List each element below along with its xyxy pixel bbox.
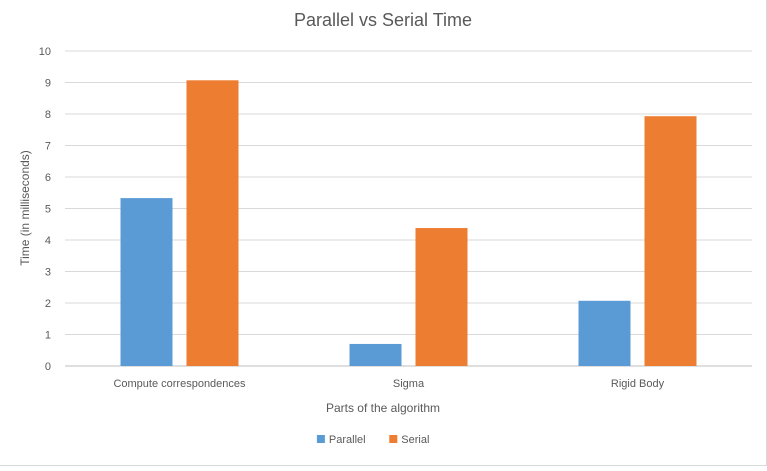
x-tick-label: Rigid Body — [611, 378, 665, 390]
bar-parallel-2 — [578, 300, 631, 366]
bar-parallel-1 — [349, 343, 402, 366]
legend-label: Serial — [401, 434, 429, 446]
chart-title: Parallel vs Serial Time — [294, 10, 472, 30]
bar-serial-1 — [415, 228, 468, 366]
x-tick-label: Compute correspondences — [113, 378, 246, 390]
x-tick-label: Sigma — [393, 378, 425, 390]
y-tick-label: 10 — [39, 46, 51, 58]
bar-serial-0 — [186, 80, 239, 367]
x-axis-label: Parts of the algorithm — [326, 401, 440, 415]
y-tick-label: 6 — [45, 172, 51, 184]
y-tick-label: 7 — [45, 141, 51, 153]
legend-item-parallel: Parallel — [316, 434, 366, 446]
y-tick-label: 4 — [45, 235, 51, 247]
y-axis-ticks: 0 1 2 3 4 5 6 7 8 9 10 — [39, 46, 51, 373]
y-tick-label: 2 — [45, 298, 51, 310]
legend: Parallel Serial — [316, 434, 429, 446]
y-tick-label: 3 — [45, 267, 51, 279]
y-tick-label: 0 — [45, 361, 51, 373]
gridlines — [65, 50, 752, 367]
bars — [120, 80, 697, 367]
x-axis-ticks: Compute correspondences Sigma Rigid Body — [113, 378, 664, 390]
y-tick-label: 8 — [45, 109, 51, 121]
y-tick-label: 1 — [45, 330, 51, 342]
y-tick-label: 5 — [45, 204, 51, 216]
bar-serial-2 — [644, 116, 697, 366]
legend-item-serial: Serial — [389, 434, 429, 446]
y-tick-label: 9 — [45, 78, 51, 90]
y-axis-label: Time (in milliseconds) — [18, 150, 32, 266]
legend-swatch — [316, 435, 325, 443]
legend-label: Parallel — [329, 434, 366, 446]
legend-swatch — [389, 435, 398, 443]
bar-parallel-0 — [120, 198, 173, 366]
